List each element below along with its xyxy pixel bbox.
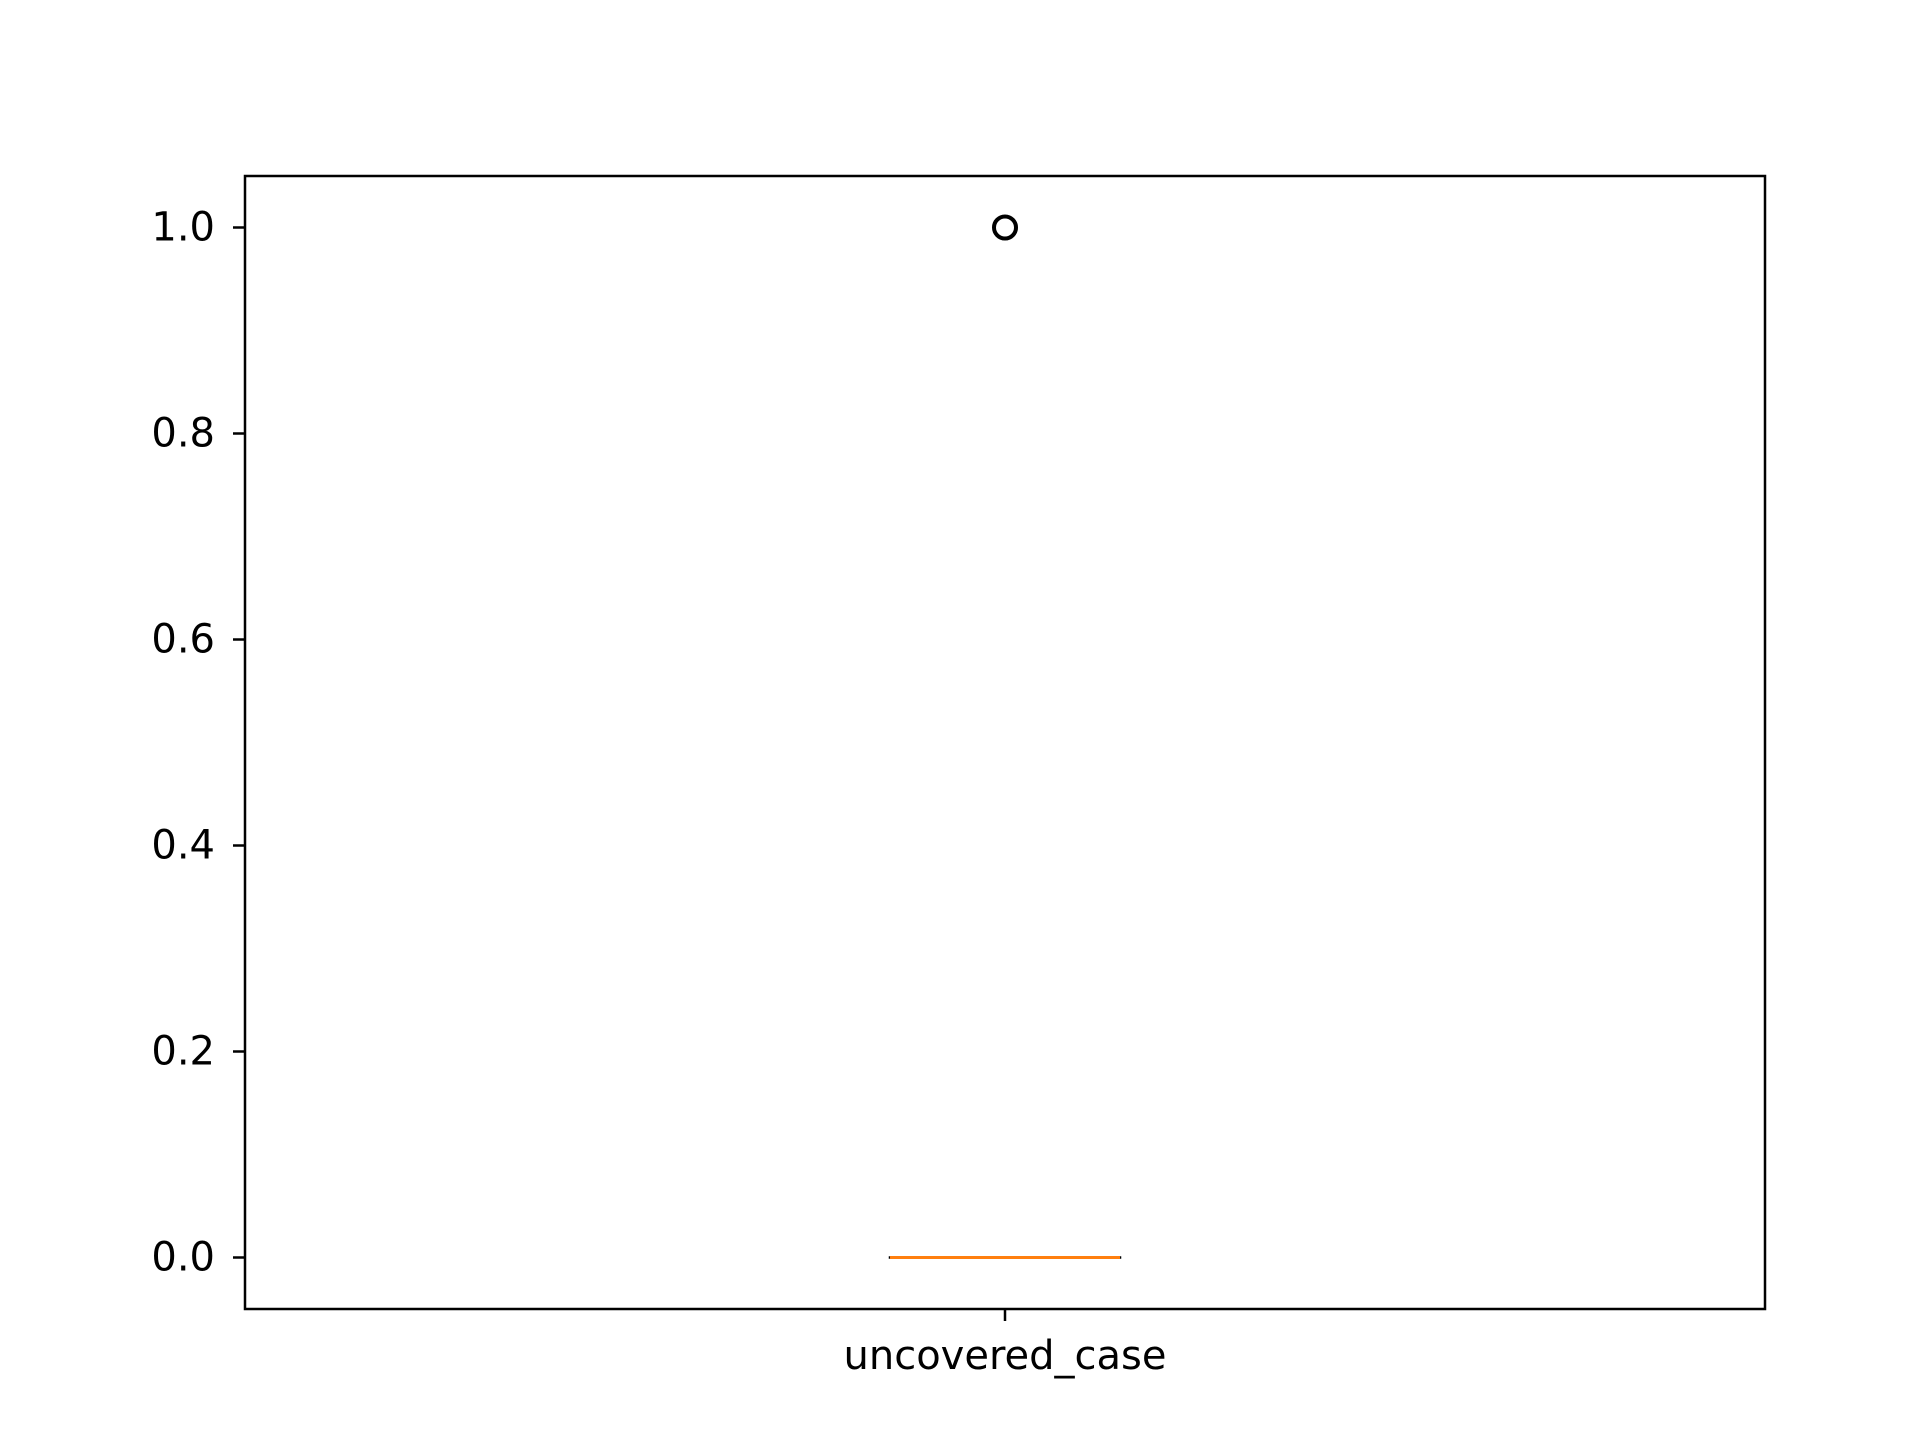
y-tick-label: 0.0: [151, 1235, 215, 1281]
y-tick-label: 0.6: [151, 617, 215, 663]
box-series: [888, 214, 1122, 1259]
y-axis-ticks: 0.0 0.2 0.4 0.6 0.8 1.0: [151, 205, 245, 1281]
y-tick-label: 0.2: [151, 1029, 215, 1075]
x-tick-label: uncovered_case: [844, 1333, 1167, 1379]
plot-area-frame: [243, 174, 1767, 1311]
x-axis-ticks: uncovered_case: [844, 1309, 1167, 1379]
y-tick-label: 0.4: [151, 823, 215, 869]
outlier-point: [992, 214, 1018, 241]
y-tick-label: 0.8: [151, 411, 215, 457]
y-tick-label: 1.0: [151, 205, 215, 251]
